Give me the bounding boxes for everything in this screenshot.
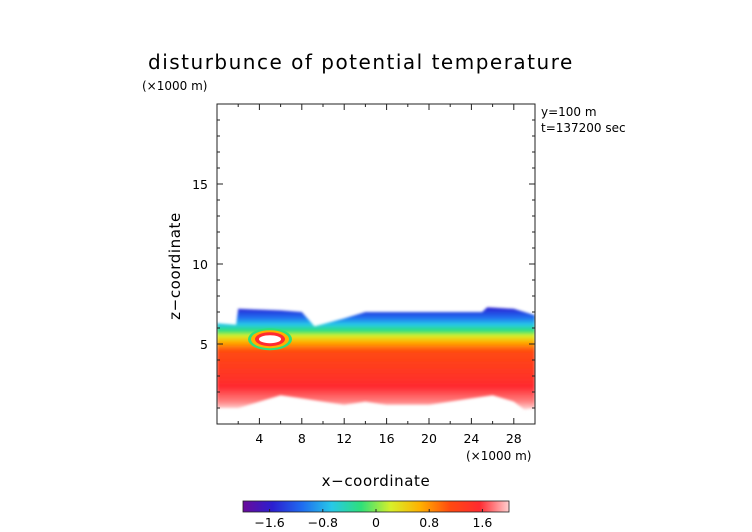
y-tick-label: 5	[200, 337, 208, 352]
x-axis: 4 8 12 16 20 24 28	[237, 104, 522, 446]
info-line-t: t=137200 sec	[541, 121, 626, 135]
info-line-y: y=100 m	[541, 105, 597, 119]
colorbar-tick-label: 0	[372, 515, 380, 530]
chart-title: disturbunce of potential temperature	[148, 50, 574, 74]
temperature-band	[217, 307, 535, 410]
x-tick-label: 8	[298, 431, 306, 446]
x-tick-label: 24	[463, 431, 479, 446]
top-axis-unit: (×1000 m)	[142, 79, 207, 93]
temperature-field	[217, 307, 535, 410]
x-tick-label: 16	[379, 431, 395, 446]
bottom-axis-unit: (×1000 m)	[466, 449, 531, 463]
colorbar-tick-label: 0.8	[419, 515, 439, 530]
y-tick-label: 10	[192, 257, 208, 272]
x-axis-label: x−coordinate	[322, 472, 431, 490]
y-tick-label: 15	[192, 177, 208, 192]
colorbar-tick-label: 1.6	[472, 515, 492, 530]
colorbar-tick-label: −0.8	[308, 515, 338, 530]
colorbar-tick-label: −1.6	[254, 515, 284, 530]
colorbar: −1.6 −0.8 0 0.8 1.6	[242, 500, 510, 530]
x-tick-label: 28	[506, 431, 522, 446]
x-tick-label: 4	[255, 431, 263, 446]
x-tick-label: 12	[336, 431, 352, 446]
y-axis: 5 10 15	[192, 119, 535, 409]
warm-core	[259, 335, 281, 344]
y-axis-label: z−coordinate	[166, 212, 184, 320]
x-tick-label: 20	[421, 431, 437, 446]
